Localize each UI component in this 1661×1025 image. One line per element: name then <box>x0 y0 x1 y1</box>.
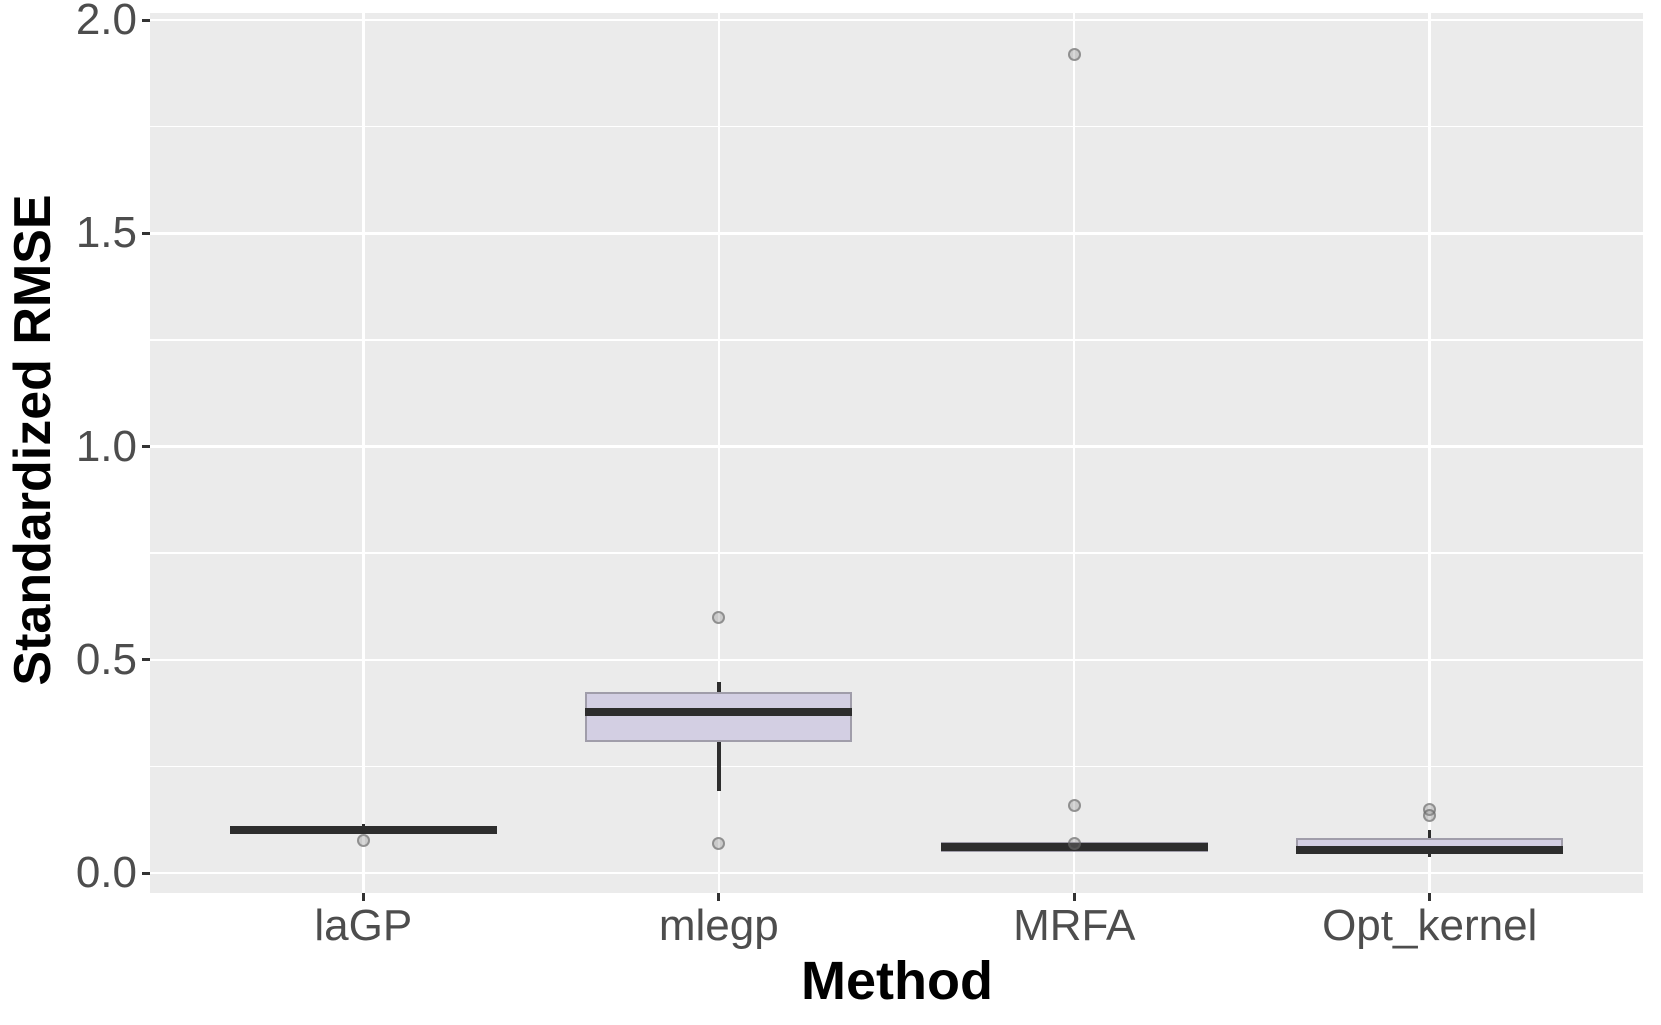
category-gridline <box>1072 13 1076 893</box>
y-axis-tick <box>142 871 150 875</box>
plot-panel <box>150 13 1643 893</box>
minor-gridline <box>150 552 1643 554</box>
median-line <box>1296 845 1564 854</box>
median-line <box>585 708 853 717</box>
x-axis-tick <box>1428 893 1432 901</box>
category-gridline <box>362 13 365 893</box>
y-tick-label: 0.5 <box>75 634 137 684</box>
upper-whisker <box>1427 830 1432 839</box>
outlier-point <box>712 836 726 850</box>
category-gridline <box>717 13 720 893</box>
outlier-point <box>712 610 726 624</box>
y-tick-label: 1.0 <box>75 421 137 471</box>
y-axis-tick <box>142 445 150 448</box>
outlier-point <box>1067 836 1081 850</box>
outlier-point <box>1423 809 1437 823</box>
x-tick-label: MRFA <box>1013 901 1136 950</box>
y-tick-label: 1.5 <box>75 208 137 258</box>
upper-whisker <box>717 681 721 693</box>
outlier-point <box>356 833 370 847</box>
major-gridline <box>150 445 1643 448</box>
y-tick-label: 2.0 <box>75 0 137 44</box>
lower-whisker <box>717 742 721 792</box>
major-gridline <box>150 232 1643 235</box>
minor-gridline <box>150 765 1643 768</box>
outlier-point <box>1067 47 1081 61</box>
minor-gridline <box>150 339 1643 341</box>
minor-gridline <box>150 125 1643 128</box>
upper-whisker <box>361 823 366 828</box>
y-tick-label: 0.0 <box>75 848 137 897</box>
major-gridline <box>150 658 1643 661</box>
major-gridline <box>150 871 1643 875</box>
category-gridline <box>1428 13 1431 893</box>
x-tick-label: laGP <box>314 901 413 950</box>
median-line <box>229 826 497 835</box>
y-axis-tick <box>142 658 150 662</box>
box-iqr <box>585 692 853 743</box>
x-axis-tick <box>717 893 721 901</box>
lower-whisker <box>1427 852 1432 857</box>
x-tick-label: mlegp <box>658 901 779 950</box>
y-axis-title: Standardized RMSE <box>4 194 62 686</box>
y-axis-tick <box>142 18 150 22</box>
x-tick-label: Opt_kernel <box>1322 901 1538 950</box>
x-axis-title: Method <box>801 951 993 1011</box>
outlier-point <box>1067 798 1081 812</box>
y-axis-tick <box>142 231 150 235</box>
x-axis-tick <box>361 893 365 901</box>
x-axis-tick <box>1072 893 1076 901</box>
major-gridline <box>150 18 1643 22</box>
